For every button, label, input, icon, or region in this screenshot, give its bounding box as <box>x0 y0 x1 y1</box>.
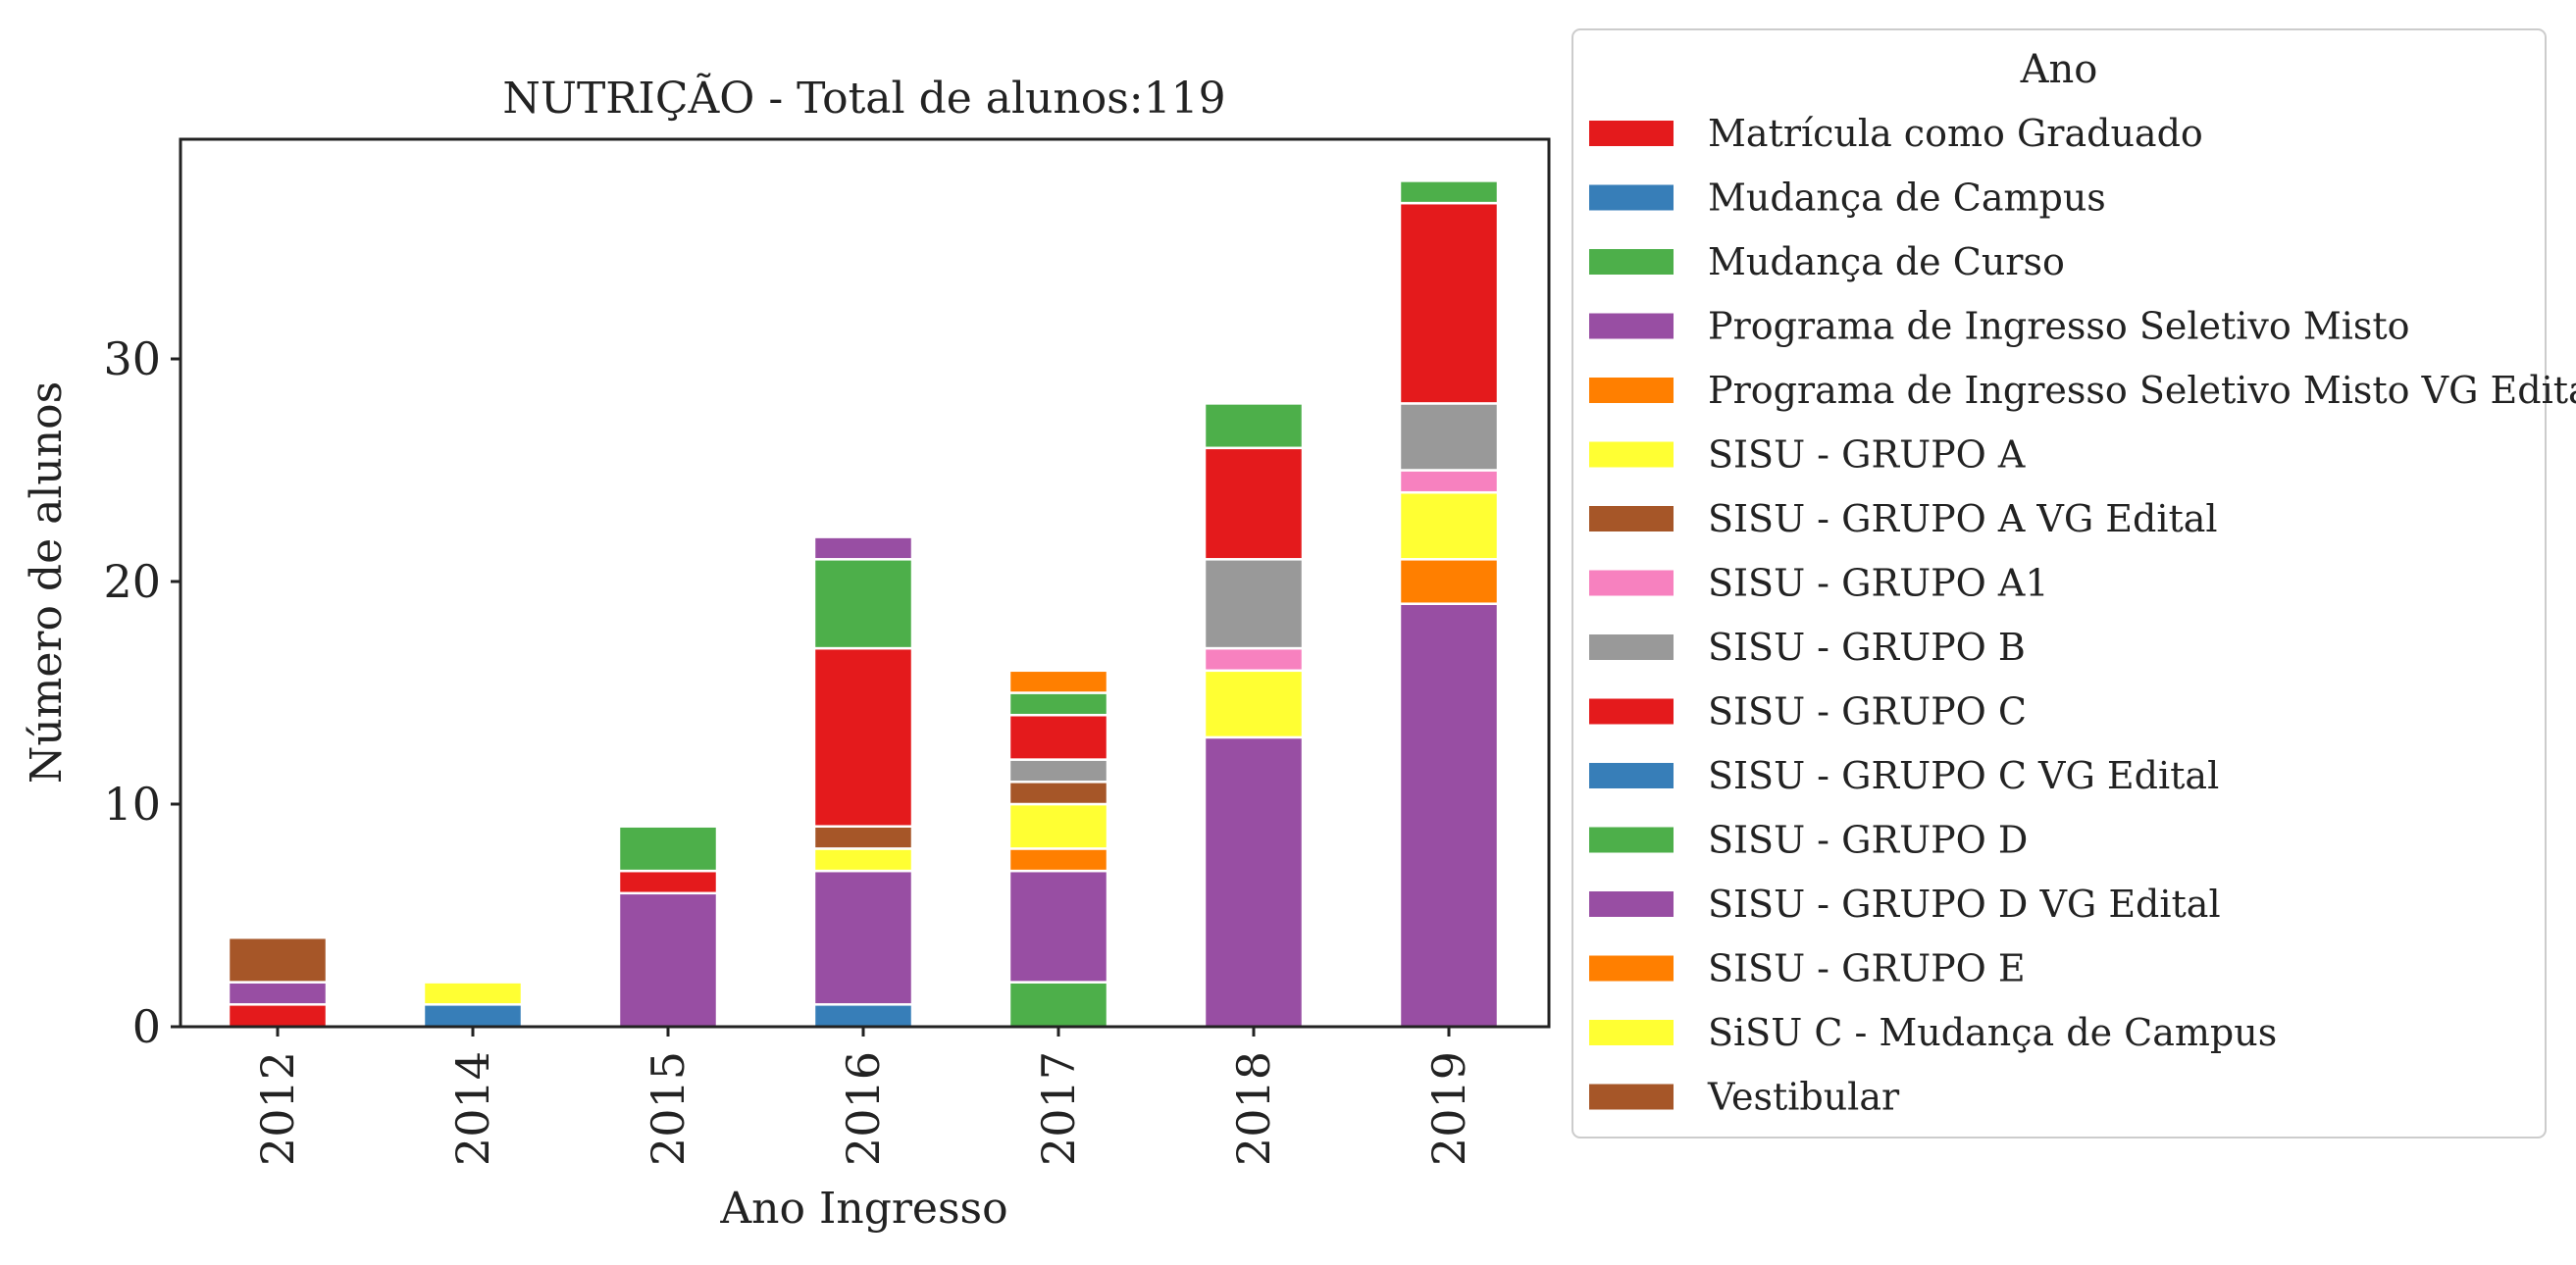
bars-layer <box>227 179 1500 1029</box>
legend-label-sisu-grupo-d-vg-edital: SISU - GRUPO D VG Edital <box>1708 883 2221 926</box>
x-axis: 2012 2014 2015 2016 2017 2018 2019 <box>251 1027 1475 1166</box>
legend-title: Ano <box>2020 47 2098 92</box>
bar-2019-programa-de-ingresso-seletivo-misto-vg-edital <box>1398 558 1500 605</box>
y-tick-label-10: 10 <box>103 778 161 831</box>
bar-2017-mudanca-de-curso <box>1007 981 1109 1029</box>
bar-2016-sisu-grupo-c <box>812 646 914 828</box>
legend-swatch-sisu-grupo-b <box>1589 634 1674 660</box>
legend-swatch-programa-de-ingresso-seletivo-misto <box>1589 313 1674 339</box>
bar-2015-programa-de-ingresso-seletivo-misto <box>617 891 719 1029</box>
legend-label-vestibular: Vestibular <box>1707 1076 1900 1119</box>
legend-label-sisu-grupo-a1: SISU - GRUPO A1 <box>1708 562 2049 605</box>
legend-swatch-sisu-grupo-e <box>1589 955 1674 982</box>
bar-2019-sisu-grupo-a <box>1398 490 1500 561</box>
bar-2018-sisu-grupo-b <box>1203 558 1305 650</box>
x-tick-label-2017: 2017 <box>1032 1051 1085 1166</box>
y-axis: 0 10 20 30 <box>103 332 180 1053</box>
bar-2016-sisu-grupo-d <box>812 558 914 650</box>
bar-2018-sisu-grupo-a1 <box>1203 646 1305 673</box>
bar-2012-matricula-como-graduado <box>227 1003 329 1029</box>
chart-title: NUTRIÇÃO - Total de alunos:119 <box>502 72 1225 124</box>
x-tick-label-2012: 2012 <box>251 1051 304 1166</box>
legend-label-sisu-grupo-c: SISU - GRUPO C <box>1708 690 2027 734</box>
legend-label-sisu-grupo-a-vg-edital: SISU - GRUPO A VG Edital <box>1708 497 2218 540</box>
legend-label-mudanca-de-campus: Mudança de Campus <box>1708 177 2106 220</box>
bar-2017-programa-de-ingresso-seletivo-misto <box>1007 869 1109 984</box>
bar-2014-mudanca-de-campus <box>422 1003 524 1029</box>
bar-2017-sisu-grupo-e <box>1007 669 1109 694</box>
x-tick-label-2018: 2018 <box>1227 1051 1280 1166</box>
legend-swatch-vestibular <box>1589 1084 1674 1110</box>
legend-label-sisu-c-mudanca-de-campus: SiSU C - Mudança de Campus <box>1708 1011 2277 1054</box>
legend-label-programa-de-ingresso-seletivo-misto: Programa de Ingresso Seletivo Misto <box>1708 305 2410 348</box>
y-tick-label-20: 20 <box>103 555 161 608</box>
bar-2012-programa-de-ingresso-seletivo-misto <box>227 981 329 1006</box>
legend-swatch-matricula-como-graduado <box>1589 121 1674 146</box>
bar-2016-sisu-grupo-a-vg-edital <box>812 825 914 850</box>
legend-swatch-sisu-grupo-c <box>1589 698 1674 725</box>
legend-swatch-sisu-grupo-c-vg-edital <box>1589 763 1674 788</box>
x-tick-label-2015: 2015 <box>642 1051 695 1166</box>
x-tick-label-2016: 2016 <box>837 1051 890 1166</box>
legend-swatch-sisu-c-mudanca-de-campus <box>1589 1020 1674 1045</box>
bar-2018-sisu-grupo-c <box>1203 446 1305 561</box>
bar-2017-sisu-grupo-b <box>1007 758 1109 784</box>
legend-label-sisu-grupo-b: SISU - GRUPO B <box>1708 626 2026 669</box>
legend-label-sisu-grupo-a: SISU - GRUPO A <box>1708 433 2026 477</box>
bar-2017-programa-de-ingresso-seletivo-misto-vg-edital <box>1007 847 1109 873</box>
legend-label-programa-de-ingresso-seletivo-misto-vg-edital: Programa de Ingresso Seletivo Misto VG E… <box>1708 369 2576 412</box>
legend-label-sisu-grupo-c-vg-edital: SISU - GRUPO C VG Edital <box>1708 754 2219 797</box>
legend-swatch-mudanca-de-curso <box>1589 249 1674 275</box>
bar-2018-sisu-grupo-a <box>1203 669 1305 739</box>
bar-2019-sisu-grupo-b <box>1398 402 1500 472</box>
bar-2016-mudanca-de-campus <box>812 1003 914 1029</box>
bar-2018-sisu-grupo-d <box>1203 402 1305 450</box>
legend-swatch-programa-de-ingresso-seletivo-misto-vg-edital <box>1589 378 1674 403</box>
x-tick-label-2014: 2014 <box>446 1051 499 1166</box>
bar-2016-sisu-grupo-a <box>812 847 914 873</box>
y-axis-label: Número de alunos <box>22 381 72 784</box>
x-axis-label: Ano Ingresso <box>719 1184 1007 1234</box>
bar-2017-sisu-grupo-a <box>1007 802 1109 850</box>
y-tick-label-0: 0 <box>132 1000 161 1053</box>
bar-2017-sisu-grupo-d <box>1007 691 1109 717</box>
bar-2018-programa-de-ingresso-seletivo-misto <box>1203 735 1305 1029</box>
legend: Ano Matrícula como Graduado Mudança de Ca… <box>1571 28 2576 1138</box>
legend-label-mudanca-de-curso: Mudança de Curso <box>1708 240 2065 283</box>
legend-swatch-mudanca-de-campus <box>1589 184 1674 211</box>
legend-items: Matrícula como Graduado Mudança de Campus… <box>1589 112 2576 1119</box>
bar-2019-programa-de-ingresso-seletivo-misto <box>1398 602 1500 1029</box>
legend-swatch-sisu-grupo-a <box>1589 441 1674 468</box>
legend-swatch-sisu-grupo-d <box>1589 827 1674 853</box>
legend-label-sisu-grupo-e: SISU - GRUPO E <box>1708 947 2026 990</box>
bar-2017-sisu-grupo-c <box>1007 713 1109 761</box>
legend-swatch-sisu-grupo-a-vg-edital <box>1589 506 1674 531</box>
legend-label-sisu-grupo-d: SISU - GRUPO D <box>1708 819 2028 862</box>
bar-2016-programa-de-ingresso-seletivo-misto <box>812 869 914 1006</box>
bar-2012-vestibular <box>227 936 329 984</box>
bar-2014-sisu-c-mudanca-de-campus <box>422 981 524 1006</box>
bar-2019-sisu-grupo-c <box>1398 201 1500 405</box>
legend-swatch-sisu-grupo-a1 <box>1589 570 1674 596</box>
bar-2016-sisu-grupo-d-vg-edital <box>812 535 914 561</box>
bar-2015-sisu-grupo-d <box>617 825 719 873</box>
bar-2017-sisu-grupo-a-vg-edital <box>1007 781 1109 806</box>
x-tick-label-2019: 2019 <box>1422 1051 1475 1166</box>
bar-2015-sisu-grupo-c <box>617 869 719 895</box>
legend-label-matricula-como-graduado: Matrícula como Graduado <box>1708 112 2203 155</box>
bar-2019-sisu-grupo-d <box>1398 179 1500 205</box>
y-tick-label-30: 30 <box>103 332 161 385</box>
bar-2019-sisu-grupo-a1 <box>1398 469 1500 494</box>
legend-frame <box>1571 28 2547 1138</box>
legend-swatch-sisu-grupo-d-vg-edital <box>1589 891 1674 917</box>
